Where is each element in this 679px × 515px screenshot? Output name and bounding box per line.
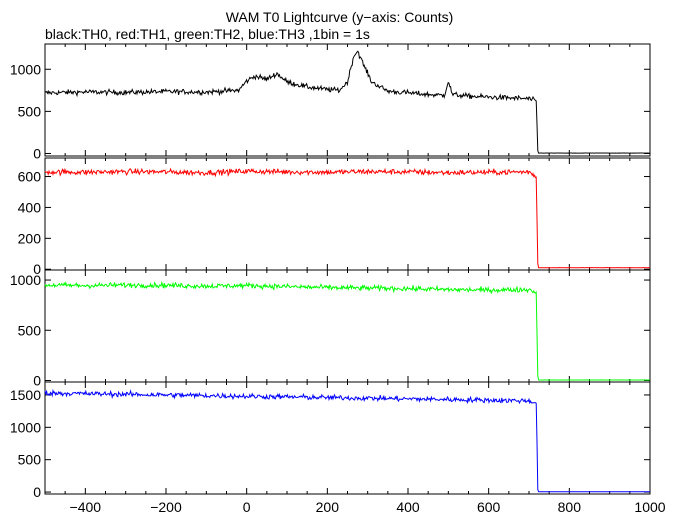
chart-title: WAM T0 Lightcurve (y−axis: Counts)	[225, 9, 454, 25]
chart-subtitle: black:TH0, red:TH1, green:TH2, blue:TH3 …	[45, 26, 370, 42]
x-tick-label-600: 600	[477, 499, 501, 515]
y-tick-label-th1-0: 0	[33, 261, 41, 277]
x-tick-label--400: −400	[70, 499, 102, 515]
y-tick-label-th2-500: 500	[18, 322, 42, 338]
x-tick-label-1000: 1000	[634, 499, 665, 515]
y-tick-label-th3-0: 0	[33, 484, 41, 500]
x-tick-label-200: 200	[316, 499, 340, 515]
y-tick-label-th2-1000: 1000	[10, 272, 41, 288]
y-tick-label-th3-500: 500	[18, 452, 42, 468]
series-line-th2	[44, 280, 650, 381]
series-line-th3	[44, 388, 650, 493]
y-tick-label-th1-400: 400	[18, 199, 42, 215]
x-tick-label-0: 0	[243, 499, 251, 515]
x-tick-label--200: −200	[150, 499, 182, 515]
y-tick-label-th0-0: 0	[33, 145, 41, 161]
panel-frame-th0	[44, 43, 651, 157]
y-tick-label-th1-200: 200	[18, 230, 42, 246]
y-tick-label-th0-1000: 1000	[10, 61, 41, 77]
y-tick-label-th1-600: 600	[18, 169, 42, 185]
y-tick-label-th0-500: 500	[18, 103, 42, 119]
series-line-th0	[44, 50, 650, 154]
x-tick-label-400: 400	[396, 499, 420, 515]
x-tick-label-800: 800	[558, 499, 582, 515]
panel-frame-th1	[44, 157, 651, 271]
y-tick-label-th3-1000: 1000	[10, 419, 41, 435]
series-line-th1	[44, 167, 650, 269]
y-tick-label-th2-0: 0	[33, 372, 41, 388]
y-tick-label-th3-1500: 1500	[10, 387, 41, 403]
